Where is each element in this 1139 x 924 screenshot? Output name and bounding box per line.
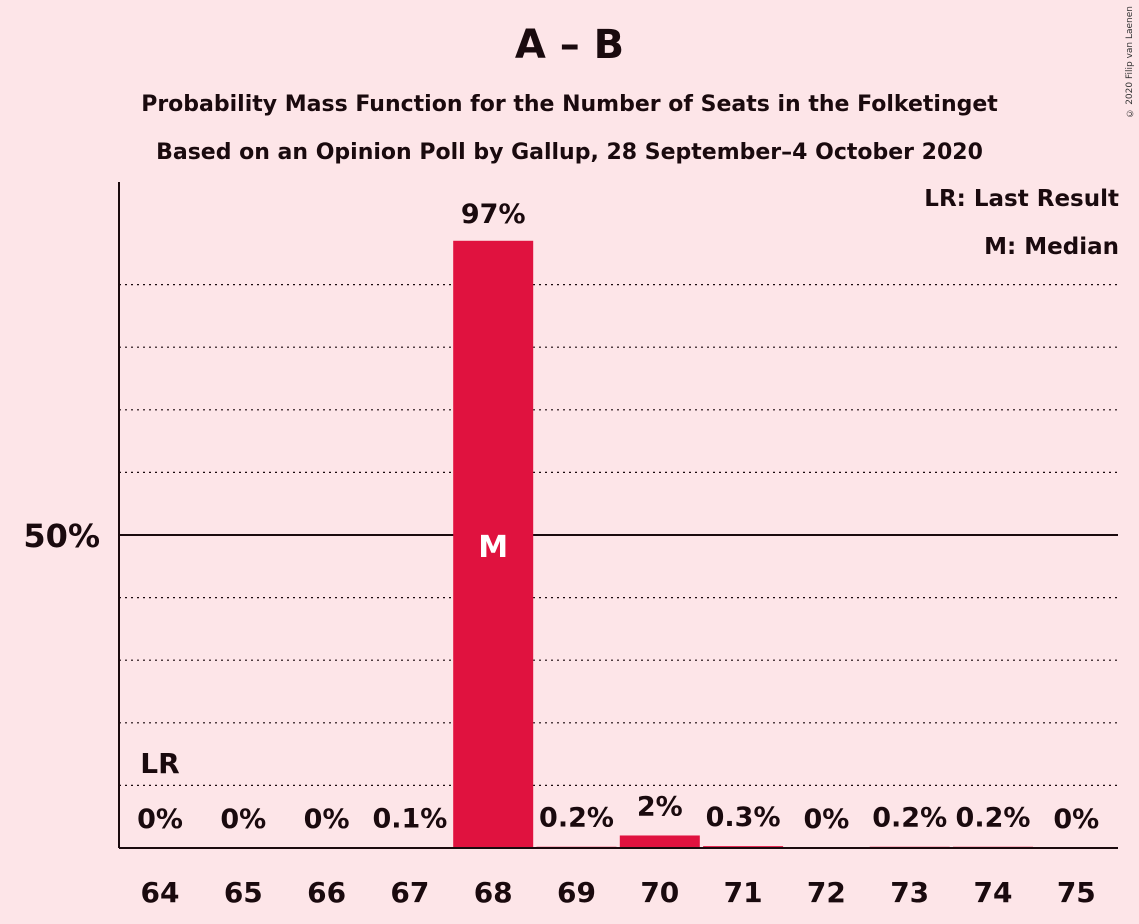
value-label-72: 0%: [803, 804, 849, 835]
value-label-69: 0.2%: [539, 803, 614, 834]
value-label-66: 0%: [304, 804, 350, 835]
chart-subtitle-2: Based on an Opinion Poll by Gallup, 28 S…: [156, 140, 983, 165]
bar-70: [619, 835, 700, 848]
legend-median: M: Median: [984, 234, 1119, 260]
x-tick-label-75: 75: [1057, 876, 1096, 909]
value-label-67: 0.1%: [372, 803, 447, 834]
x-tick-label-69: 69: [557, 876, 596, 909]
x-tick-label-72: 72: [807, 876, 846, 909]
x-tick-label-73: 73: [890, 876, 929, 909]
chart-title: A – B: [514, 22, 625, 68]
value-label-75: 0%: [1053, 804, 1099, 835]
bar-68: [453, 240, 534, 848]
value-label-68: 97%: [461, 199, 526, 230]
x-tick-label-71: 71: [724, 876, 763, 909]
value-label-73: 0.2%: [872, 803, 947, 834]
value-label-74: 0.2%: [956, 803, 1031, 834]
x-tick-label-64: 64: [141, 876, 180, 909]
value-label-65: 0%: [220, 804, 266, 835]
legend-last-result: LR: Last Result: [924, 186, 1119, 212]
x-tick-label-70: 70: [640, 876, 679, 909]
last-result-marker: LR: [140, 747, 179, 780]
value-label-64: 0%: [137, 804, 183, 835]
value-label-70: 2%: [637, 791, 683, 822]
x-tick-label-68: 68: [474, 876, 513, 909]
x-tick-label-67: 67: [390, 876, 429, 909]
y-tick-label: 50%: [23, 517, 100, 555]
median-marker: M: [478, 530, 508, 565]
x-tick-label-65: 65: [224, 876, 263, 909]
value-label-71: 0.3%: [706, 802, 781, 833]
x-tick-label-66: 66: [307, 876, 346, 909]
chart-subtitle-1: Probability Mass Function for the Number…: [141, 92, 998, 117]
x-tick-label-74: 74: [974, 876, 1013, 909]
